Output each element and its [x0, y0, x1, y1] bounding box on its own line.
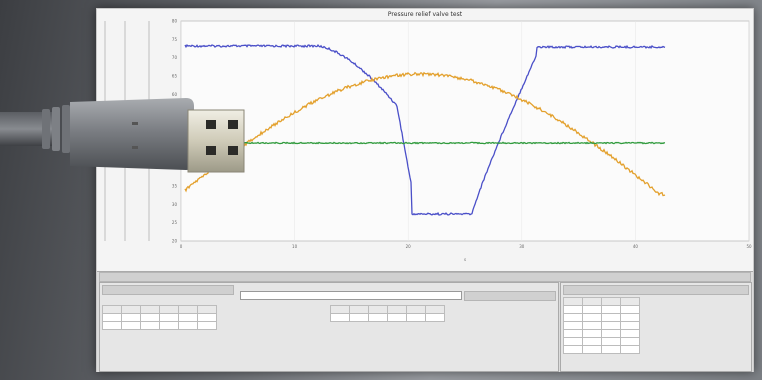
status-bar: [99, 272, 751, 282]
chart-title: Pressure relief valve test: [387, 11, 463, 18]
y-tick-label: 65: [172, 74, 178, 79]
x-axis-label: s: [464, 257, 466, 262]
y-tick-label: 70: [172, 55, 178, 60]
x-tick-label: 0: [180, 244, 183, 249]
y-tick-label: 80: [172, 19, 178, 24]
x-ticks: 0 10 20 30 40 50: [180, 244, 752, 249]
y-tick-label: 25: [172, 220, 178, 225]
usb-body: [70, 98, 194, 170]
left-text-field[interactable]: [240, 291, 462, 300]
x-tick-label: 50: [746, 244, 752, 249]
usb-metal-connector[interactable]: [187, 109, 245, 173]
left-panel-button[interactable]: [464, 291, 556, 301]
y-tick-label: 75: [172, 37, 178, 42]
monitor-screen: Pressure relief valve test 8075706560555…: [96, 8, 754, 372]
x-tick-label: 40: [633, 244, 639, 249]
usb-strain-relief: [42, 105, 70, 153]
right-channel-panel: [560, 282, 752, 372]
channel-table: [563, 297, 640, 354]
orange-trace: [184, 71, 666, 197]
green-trace: [184, 141, 666, 145]
x-tick-label: 20: [406, 244, 412, 249]
plot-frame: [180, 20, 750, 242]
left-table-b: [330, 305, 445, 322]
left-settings-panel: [99, 282, 559, 372]
blue-trace: [184, 44, 666, 216]
y-tick-label: 20: [172, 239, 178, 244]
left-panel-header: [102, 285, 234, 295]
left-table-a: [102, 305, 217, 330]
right-panel-header: [563, 285, 749, 295]
y-tick-label: 35: [172, 184, 178, 189]
lower-panel: [97, 271, 753, 372]
y-tick-label: 30: [172, 202, 178, 207]
y-tick-label: 60: [172, 92, 178, 97]
x-tick-label: 30: [519, 244, 525, 249]
x-tick-label: 10: [292, 244, 298, 249]
